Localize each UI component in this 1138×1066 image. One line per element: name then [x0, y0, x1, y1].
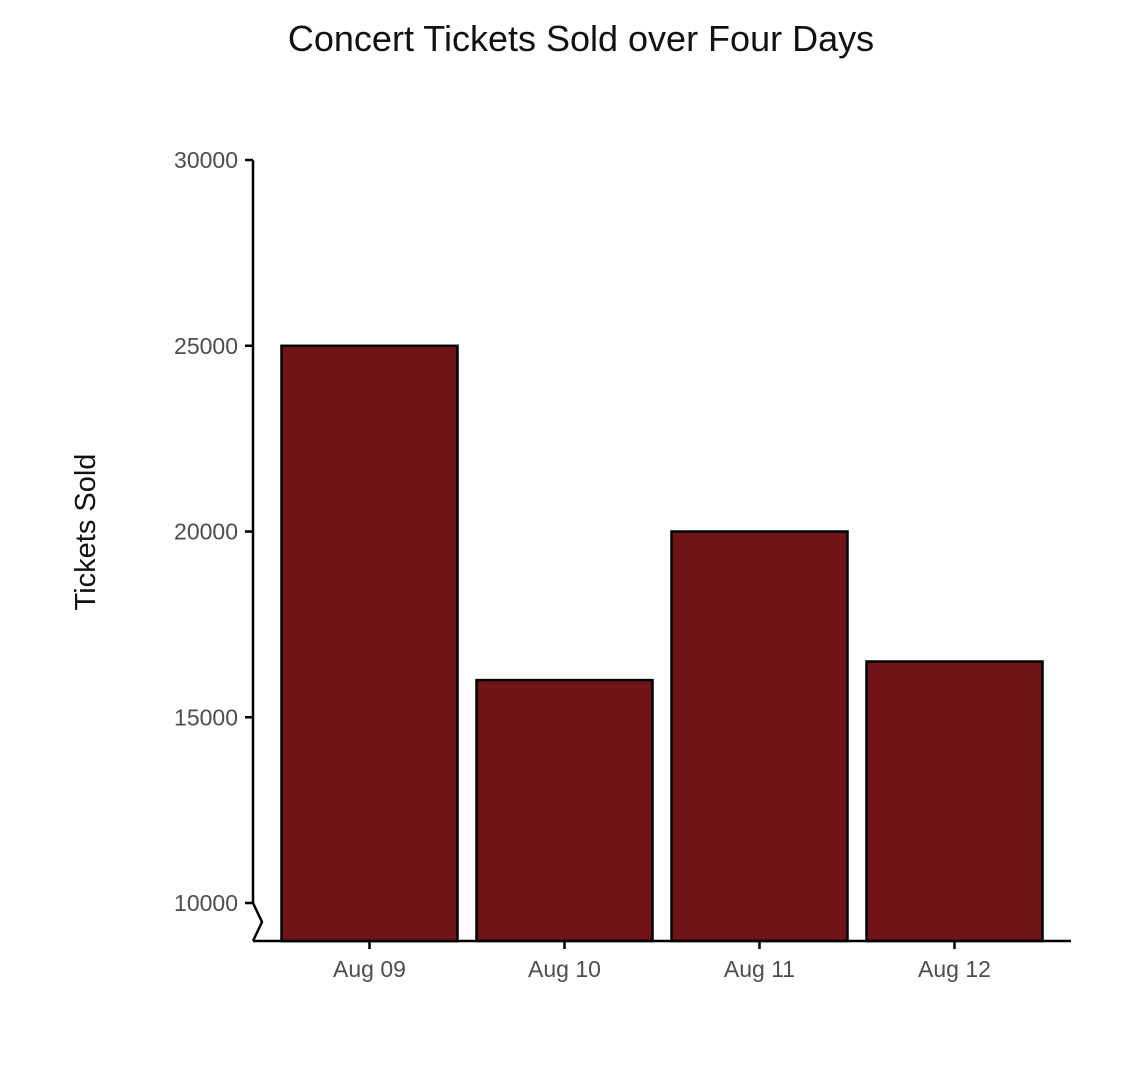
- x-tick-label: Aug 12: [918, 956, 991, 982]
- bar-aug-12: [865, 660, 1044, 943]
- y-axis: [251, 160, 264, 942]
- chart-title: Concert Tickets Sold over Four Days: [287, 18, 875, 59]
- bar-aug-11: [670, 530, 849, 943]
- y-axis-title: Tickets Sold: [70, 454, 102, 611]
- y-tick-label: 10000: [174, 890, 238, 916]
- x-tick-label: Aug 09: [333, 956, 406, 982]
- bar-aug-10: [475, 678, 654, 943]
- x-tick-label: Aug 11: [724, 956, 795, 982]
- bar-aug-09: [280, 344, 459, 943]
- y-tick-label: 15000: [174, 704, 238, 730]
- y-tick-label: 25000: [174, 333, 238, 359]
- y-ticks: 10000 15000 20000 25000 30000: [174, 147, 253, 916]
- x-ticks: Aug 09 Aug 10 Aug 11 Aug 12: [333, 941, 991, 982]
- y-axis-break-mark: [251, 902, 264, 942]
- y-tick-label: 30000: [174, 147, 238, 173]
- bars-group: [280, 344, 1044, 943]
- y-tick-label: 20000: [174, 519, 238, 545]
- x-tick-label: Aug 10: [528, 956, 601, 982]
